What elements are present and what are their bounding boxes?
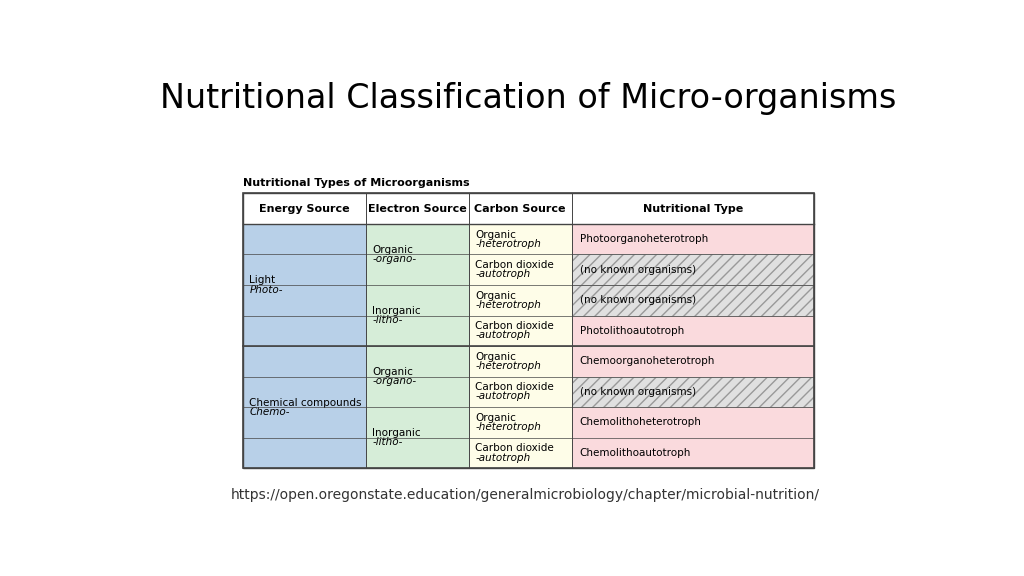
- Bar: [571, 285, 814, 316]
- Bar: [366, 407, 469, 468]
- Text: Carbon dioxide: Carbon dioxide: [475, 382, 554, 392]
- Text: (no known organisms): (no known organisms): [580, 265, 695, 275]
- Text: Organic: Organic: [475, 352, 516, 362]
- Text: -organo-: -organo-: [373, 254, 417, 264]
- Text: Carbon dioxide: Carbon dioxide: [475, 321, 554, 331]
- Text: Chemo-: Chemo-: [250, 407, 290, 417]
- Text: Energy Source: Energy Source: [259, 203, 350, 214]
- Text: Carbon Source: Carbon Source: [474, 203, 566, 214]
- Text: -autotroph: -autotroph: [475, 392, 530, 401]
- Text: Carbon dioxide: Carbon dioxide: [475, 444, 554, 453]
- Bar: [469, 224, 571, 255]
- Text: Light: Light: [250, 275, 275, 285]
- Bar: [571, 377, 814, 407]
- Bar: [469, 255, 571, 285]
- Text: -litho-: -litho-: [373, 315, 402, 325]
- Text: -organo-: -organo-: [373, 376, 417, 386]
- Bar: [469, 377, 571, 407]
- Bar: [366, 285, 469, 346]
- Text: Photoorganoheterotroph: Photoorganoheterotroph: [580, 234, 708, 244]
- Text: -heterotroph: -heterotroph: [475, 422, 541, 432]
- Bar: [243, 194, 814, 468]
- Bar: [571, 255, 814, 285]
- Text: -autotroph: -autotroph: [475, 269, 530, 279]
- Bar: [571, 255, 814, 285]
- Text: (no known organisms): (no known organisms): [580, 295, 695, 305]
- Bar: [571, 346, 814, 377]
- Text: Inorganic: Inorganic: [373, 306, 421, 316]
- Bar: [469, 438, 571, 468]
- Bar: [571, 285, 814, 316]
- Text: Organic: Organic: [475, 230, 516, 240]
- Text: Nutritional Types of Microorganisms: Nutritional Types of Microorganisms: [243, 178, 470, 188]
- Bar: [243, 194, 814, 468]
- Text: -litho-: -litho-: [373, 437, 402, 448]
- Text: (no known organisms): (no known organisms): [580, 387, 695, 397]
- Text: -autotroph: -autotroph: [475, 331, 530, 340]
- Text: -autotroph: -autotroph: [475, 453, 530, 463]
- Bar: [571, 224, 814, 255]
- Bar: [366, 224, 469, 285]
- Text: -heterotroph: -heterotroph: [475, 238, 541, 249]
- Text: Chemolithoautotroph: Chemolithoautotroph: [580, 448, 691, 458]
- Bar: [469, 316, 571, 346]
- Text: Chemolithoheterotroph: Chemolithoheterotroph: [580, 418, 701, 427]
- Text: Nutritional Classification of Micro-organisms: Nutritional Classification of Micro-orga…: [160, 82, 896, 115]
- Bar: [571, 316, 814, 346]
- Bar: [243, 224, 366, 346]
- Text: Organic: Organic: [373, 367, 413, 377]
- Text: Chemical compounds: Chemical compounds: [250, 397, 361, 408]
- Text: -heterotroph: -heterotroph: [475, 300, 541, 310]
- Text: https://open.oregonstate.education/generalmicrobiology/chapter/microbial-nutriti: https://open.oregonstate.education/gener…: [230, 487, 819, 502]
- Bar: [571, 377, 814, 407]
- Text: -heterotroph: -heterotroph: [475, 361, 541, 371]
- Bar: [366, 346, 469, 407]
- Bar: [571, 407, 814, 438]
- Bar: [469, 285, 571, 316]
- Bar: [571, 438, 814, 468]
- Bar: [243, 346, 366, 468]
- Text: Chemoorganoheterotroph: Chemoorganoheterotroph: [580, 357, 715, 366]
- Text: Organic: Organic: [475, 413, 516, 423]
- Text: Nutritional Type: Nutritional Type: [643, 203, 743, 214]
- Text: Organic: Organic: [475, 291, 516, 301]
- Text: Carbon dioxide: Carbon dioxide: [475, 260, 554, 270]
- Bar: [469, 407, 571, 438]
- Text: Electron Source: Electron Source: [368, 203, 467, 214]
- Text: Photolithoautotroph: Photolithoautotroph: [580, 326, 684, 336]
- Text: Organic: Organic: [373, 245, 413, 255]
- Bar: [243, 194, 814, 224]
- Text: Inorganic: Inorganic: [373, 428, 421, 438]
- Bar: [469, 346, 571, 377]
- Text: Photo-: Photo-: [250, 285, 283, 294]
